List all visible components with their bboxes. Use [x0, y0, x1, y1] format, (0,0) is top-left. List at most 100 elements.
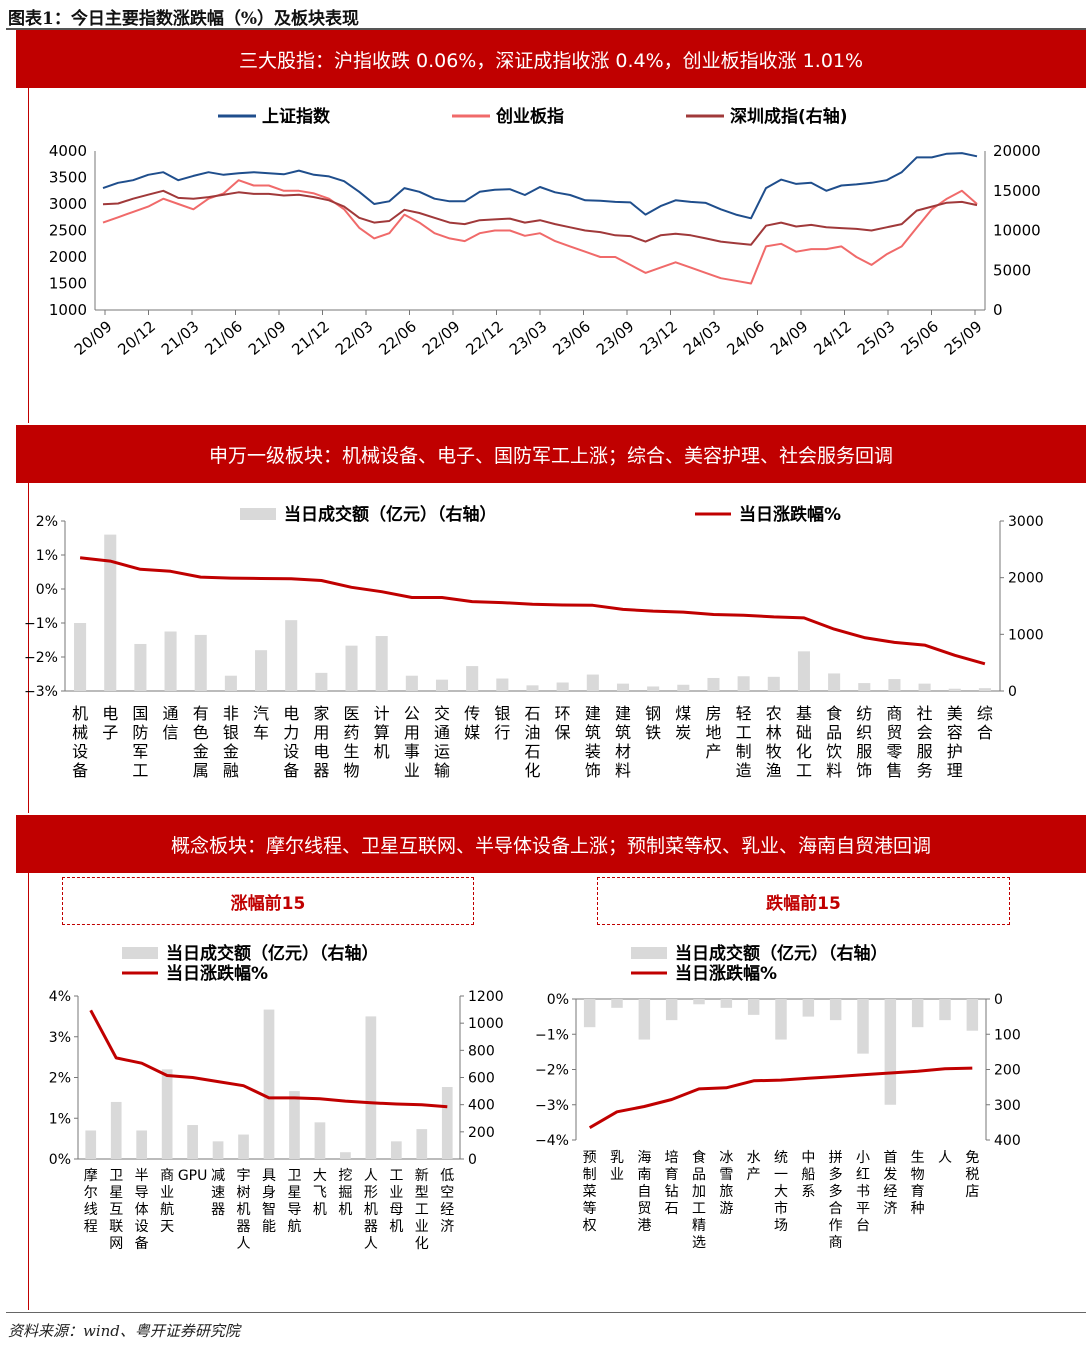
y2-tick-label: 1200 — [468, 989, 504, 1005]
category-label: 具身智能 — [262, 1168, 276, 1235]
bar — [345, 645, 358, 691]
y-tick-label: 4% — [49, 989, 71, 1005]
category-label: 机械设备 — [72, 704, 88, 780]
chart-indices: 上证指数 创业板指 深圳成指(右轴) 4000 3500 3000 2500 2000 1500… — [49, 106, 1041, 359]
x-tick-label: 25/09 — [941, 317, 986, 359]
x-tick-label: 23/06 — [549, 317, 594, 359]
source-note: 资料来源：wind、粤开证券研究院 — [8, 1322, 240, 1340]
bar — [187, 1125, 198, 1159]
y-tick-label: 0% — [547, 992, 569, 1008]
bar — [828, 673, 841, 691]
y-tick-label: 1500 — [49, 275, 87, 293]
y2-tick-label: 300 — [994, 1098, 1021, 1114]
category-label: 交通运输 — [434, 704, 450, 780]
y2-tick-label: 10000 — [993, 222, 1041, 240]
x-tick-label: 23/03 — [506, 317, 551, 359]
category-label: 纺织服饰 — [856, 704, 872, 780]
y2-tick-label: 0 — [468, 1152, 477, 1168]
bar — [441, 1087, 453, 1159]
bar — [194, 634, 207, 691]
legend-label: 上证指数 — [262, 106, 331, 127]
category-label: 卫星互联网 — [109, 1168, 123, 1252]
y2-tick-label: 600 — [468, 1071, 495, 1087]
y2-tick-label: 1000 — [1008, 627, 1044, 643]
bar — [212, 1141, 224, 1159]
bar — [918, 683, 931, 691]
y-tick-label: 2500 — [49, 222, 87, 240]
y-tick-label: −1% — [24, 616, 58, 632]
category-label: 工业母机 — [389, 1168, 403, 1235]
y-tick-label: −2% — [535, 1063, 569, 1079]
bar — [238, 1134, 249, 1159]
category-label: 建筑装饰 — [585, 704, 601, 780]
bar — [134, 643, 147, 691]
y2-tick-label: 0 — [994, 992, 1003, 1008]
bar — [136, 1130, 148, 1159]
category-label: 基础化工 — [796, 704, 812, 780]
bar — [583, 999, 596, 1028]
category-label: 小红书平台 — [856, 1150, 870, 1234]
chart-top-losers: 当日成交额（亿元）（右轴）当日涨跌幅% 0% −1% −2% −3% −4% 0 100 200… — [535, 943, 1021, 1251]
y-tick-label: −2% — [24, 650, 58, 666]
category-label: 国防军工 — [132, 704, 148, 780]
category-label: 社会服务 — [917, 704, 933, 780]
bar — [435, 679, 449, 691]
bar — [161, 1069, 173, 1159]
category-label: 拼多多合作商 — [829, 1150, 843, 1251]
category-label: 食品饮料 — [826, 704, 842, 780]
legend-label: 当日成交额（亿元）（右轴） — [166, 943, 379, 964]
x-tick-label: 25/06 — [897, 317, 942, 359]
y-tick-label: 1000 — [49, 301, 87, 319]
category-label: 冰雪旅游 — [719, 1150, 733, 1217]
x-tick-label: 22/09 — [419, 317, 464, 359]
category-label: 挖掘机 — [338, 1168, 352, 1218]
category-label: 传媒 — [464, 704, 480, 742]
category-label: 石油石化 — [524, 704, 540, 780]
y2-tick-label: 200 — [994, 1063, 1021, 1079]
category-label: 有色金属 — [193, 704, 209, 780]
series-line-2 — [102, 189, 978, 246]
category-label: 人形机器人 — [364, 1168, 378, 1252]
y2-tick-label: 3000 — [1008, 514, 1044, 530]
bar — [747, 999, 760, 1015]
y-tick-label: 1% — [36, 548, 58, 564]
bar — [110, 1101, 122, 1159]
page-title: 图表1：今日主要指数涨跌幅（%）及板块表现 — [8, 9, 359, 29]
x-tick-label: 21/09 — [245, 317, 290, 359]
y-tick-label: 1% — [49, 1111, 71, 1127]
bar — [405, 675, 418, 691]
category-label: 摩尔线程 — [84, 1167, 98, 1235]
category-label: 统一大市场 — [774, 1150, 788, 1234]
bar — [884, 999, 897, 1105]
y2-tick-label: 1000 — [468, 1016, 504, 1032]
y-tick-label: 2% — [36, 514, 58, 530]
category-label: 商业航天 — [160, 1168, 174, 1235]
bar — [677, 684, 690, 691]
category-label: 美容护理 — [947, 704, 963, 780]
bar — [390, 1141, 402, 1159]
series-line — [89, 1009, 448, 1109]
legend-label: 深圳成指(右轴) — [730, 106, 848, 127]
x-tick-label: 24/09 — [767, 317, 812, 359]
bar — [365, 1016, 377, 1159]
category-label: 卫星导航 — [287, 1168, 301, 1235]
category-label: 人 — [938, 1150, 952, 1166]
series-line-0 — [102, 152, 978, 220]
banner-concept: 概念板块：摩尔线程、卫星互联网、半导体设备上涨；预制菜等权、乳业、海南自贸港回调 — [16, 815, 1086, 873]
x-tick-label: 21/03 — [158, 317, 203, 359]
legend-label: 当日成交额（亿元）（右轴） — [675, 943, 888, 964]
category-label: 轻工制造 — [736, 704, 752, 780]
y2-tick-label: 15000 — [993, 182, 1041, 200]
category-label: 电子 — [102, 704, 118, 742]
x-tick-label: 23/12 — [636, 317, 681, 359]
category-label: 汽车 — [253, 704, 269, 742]
category-label: 宇树机器人 — [237, 1168, 251, 1252]
legend-label: 当日成交额（亿元）（右轴） — [284, 504, 497, 525]
category-label: 计算机 — [374, 704, 390, 761]
bar — [611, 999, 623, 1008]
category-label: 医药生物 — [344, 704, 360, 780]
x-tick-label: 21/12 — [288, 317, 333, 359]
subhead-top-gainers: 涨幅前15 — [62, 877, 474, 925]
bar — [340, 1152, 351, 1159]
category-label: 公用事业 — [404, 704, 420, 780]
